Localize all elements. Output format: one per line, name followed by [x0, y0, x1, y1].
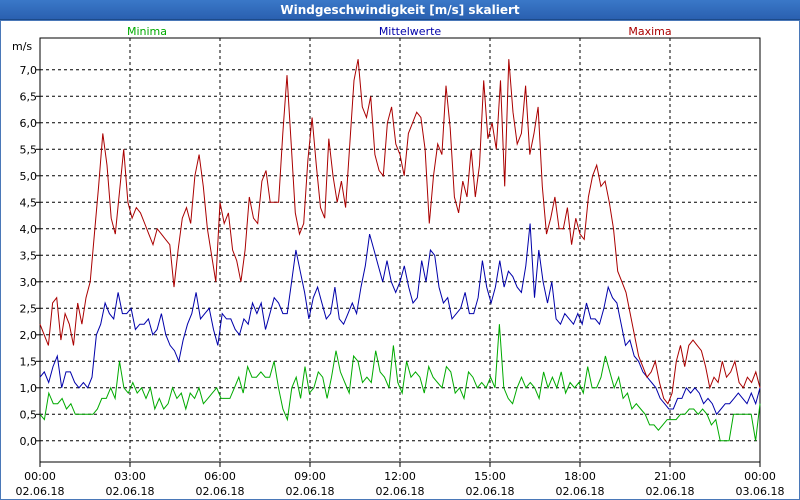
x-tick-date: 02.06.18 — [286, 485, 335, 498]
legend-maxima: Maxima — [628, 25, 671, 38]
legend-mittelwerte: Mittelwerte — [379, 25, 442, 38]
x-tick-date: 03.06.18 — [736, 485, 785, 498]
y-axis-label: m/s — [12, 40, 32, 53]
y-tick-label: 2,0 — [20, 329, 38, 342]
x-axis-ticks: 00:00 02.06.18 03:00 02.06.18 06:00 02.06.18 0… — [16, 462, 785, 498]
y-tick-label: 5,5 — [20, 143, 38, 156]
y-tick-label: 1,5 — [20, 355, 38, 368]
x-tick-time: 18:00 — [564, 470, 596, 483]
y-tick-label: 0,5 — [20, 408, 38, 421]
x-tick-date: 02.06.18 — [466, 485, 515, 498]
y-tick-label: 6,5 — [20, 90, 38, 103]
y-tick-label: 3,5 — [20, 249, 38, 262]
y-tick-label: 7,0 — [20, 64, 38, 77]
x-tick-date: 02.06.18 — [196, 485, 245, 498]
series-line-minima — [39, 324, 761, 442]
y-axis-ticks: 0,0 0,5 1,0 1,5 2,0 2,5 3,0 3,5 4,0 4,5 5,0 5,5 6,0 6… — [20, 64, 40, 448]
y-tick-label: 4,0 — [20, 223, 38, 236]
y-tick-label: 1,0 — [20, 382, 38, 395]
y-tick-label: 3,0 — [20, 276, 38, 289]
y-tick-label: 2,5 — [20, 302, 38, 315]
x-tick-date: 02.06.18 — [16, 485, 65, 498]
x-tick-time: 15:00 — [474, 470, 506, 483]
x-tick-time: 06:00 — [204, 470, 236, 483]
x-tick-time: 00:00 — [744, 470, 776, 483]
x-tick-time: 21:00 — [654, 470, 686, 483]
legend-minima: Minima — [127, 25, 167, 38]
y-tick-label: 6,0 — [20, 117, 38, 130]
x-tick-time: 12:00 — [384, 470, 416, 483]
window-title: Windgeschwindigkeit [m/s] skaliert — [0, 0, 800, 20]
series-line-maxima — [39, 59, 761, 405]
x-tick-date: 02.06.18 — [646, 485, 695, 498]
y-tick-label: 5,0 — [20, 170, 38, 183]
y-tick-label: 0,0 — [20, 435, 38, 448]
series-line-mittelwerte — [39, 223, 761, 416]
series-lines — [39, 59, 761, 442]
x-tick-date: 02.06.18 — [556, 485, 605, 498]
x-tick-time: 03:00 — [114, 470, 146, 483]
x-tick-date: 02.06.18 — [376, 485, 425, 498]
y-tick-label: 4,5 — [20, 196, 38, 209]
gridlines — [40, 38, 760, 462]
x-tick-date: 02.06.18 — [106, 485, 155, 498]
x-tick-time: 09:00 — [294, 470, 326, 483]
x-tick-time: 00:00 — [24, 470, 56, 483]
